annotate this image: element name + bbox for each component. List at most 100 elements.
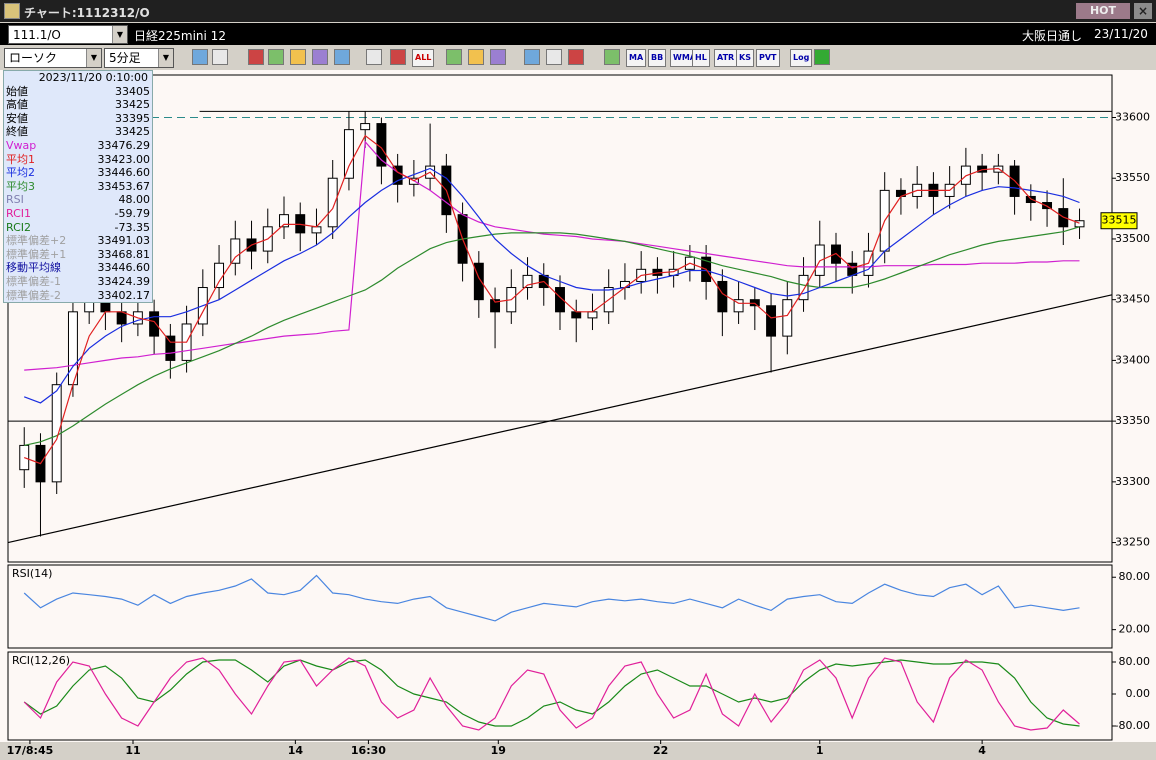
y-tick-label: 0.00 xyxy=(1126,687,1151,700)
candle-body xyxy=(733,299,744,313)
x-tick-label: 17/8:45 xyxy=(7,744,54,757)
candle-body xyxy=(295,214,306,234)
info-row: 移動平均線 33446.60 xyxy=(4,261,152,275)
toolbar-icon[interactable] xyxy=(546,49,562,65)
candle-body xyxy=(782,299,793,337)
info-row: 標準偏差+1 33468.81 xyxy=(4,248,152,262)
toolbar-icon[interactable] xyxy=(446,49,462,65)
toolbar-button[interactable]: ALL xyxy=(412,49,435,67)
toolbar-icon[interactable] xyxy=(248,49,264,65)
toolbar-button[interactable]: ATR xyxy=(714,49,738,67)
toolbar-icon[interactable] xyxy=(390,49,406,65)
info-value: -73.35 xyxy=(114,220,150,234)
interval: 5分足 xyxy=(109,51,141,65)
chart-area: 33250 33300 33350 33400 33450 33500 33550 33600… xyxy=(0,70,1156,760)
info-row: RCI1 -59.79 xyxy=(4,207,152,221)
candle-body xyxy=(149,311,160,337)
info-value: 33402.17 xyxy=(97,288,151,302)
toolbar-icon[interactable] xyxy=(604,49,620,65)
toolbar-icon[interactable] xyxy=(524,49,540,65)
time-axis-background xyxy=(0,742,1156,760)
toolbar-button[interactable]: MA xyxy=(626,49,647,67)
window-title: チャート:1112312/O xyxy=(24,6,150,20)
indicator-line xyxy=(23,657,1080,731)
title-bar: チャート:1112312/O HOT × xyxy=(0,0,1156,22)
toolbar-icon[interactable] xyxy=(212,49,228,65)
indicator-line xyxy=(23,659,1080,727)
toolbar-button[interactable]: Log xyxy=(790,49,813,67)
toolbar-button[interactable]: HL xyxy=(692,49,710,67)
info-label: RSI xyxy=(6,193,24,207)
info-value: 33405 xyxy=(115,84,150,98)
info-row: RCI2 -73.35 xyxy=(4,221,152,235)
candle-body xyxy=(571,311,582,319)
info-value: 33468.81 xyxy=(97,247,151,261)
info-value: 33453.67 xyxy=(97,179,151,193)
y-tick-label: 33350 xyxy=(1115,414,1150,427)
toolbar-icon[interactable] xyxy=(290,49,306,65)
close-button[interactable]: × xyxy=(1134,3,1152,19)
toolbar-icon[interactable] xyxy=(814,49,830,65)
x-tick-label: 11 xyxy=(125,744,140,757)
info-value: 33395 xyxy=(115,111,150,125)
x-tick-label: 4 xyxy=(978,744,986,757)
dropdown-arrow[interactable]: ▼ xyxy=(158,49,173,67)
toolbar-icon[interactable] xyxy=(568,49,584,65)
interval-select[interactable]: 5分足 ▼ xyxy=(104,48,174,68)
y-tick-label: 33250 xyxy=(1115,536,1150,549)
dropdown-arrow[interactable]: ▼ xyxy=(112,26,127,43)
info-row: 平均3 33453.67 xyxy=(4,180,152,194)
toolbar-icon[interactable] xyxy=(490,49,506,65)
candle-body xyxy=(717,280,728,313)
candle-body xyxy=(1074,220,1085,228)
toolbar-button[interactable]: PVT xyxy=(756,49,780,67)
x-tick-label: 19 xyxy=(491,744,506,757)
info-row: 終値 33425 xyxy=(4,125,152,139)
info-label: RCI1 xyxy=(6,206,32,220)
market-name: 大阪日通し xyxy=(1022,29,1083,43)
hot-button[interactable]: HOT xyxy=(1076,3,1130,19)
x-tick-label: 16:30 xyxy=(351,744,386,757)
toolbar-icon[interactable] xyxy=(312,49,328,65)
info-value: -59.79 xyxy=(114,206,150,220)
toolbar-button[interactable]: KS xyxy=(736,49,754,67)
symbol-input[interactable]: 111.1/O ▼ xyxy=(8,25,128,44)
toolbar-icon[interactable] xyxy=(468,49,484,65)
indicator-line xyxy=(24,140,1080,371)
symbol-bar: 111.1/O ▼ 日経225mini 12 大阪日通し 23/11/20 xyxy=(0,23,1156,45)
candle-body xyxy=(473,262,484,301)
toolbar-icon[interactable] xyxy=(268,49,284,65)
dropdown-arrow[interactable]: ▼ xyxy=(86,49,101,67)
candle-body xyxy=(490,299,501,313)
indicator-line xyxy=(23,574,1080,622)
info-value: 33476.29 xyxy=(97,138,151,152)
symbol: 111.1/O xyxy=(13,28,61,42)
info-label: Vwap xyxy=(6,138,37,152)
toolbar-button[interactable]: BB xyxy=(648,49,667,67)
x-tick-label: 14 xyxy=(288,744,304,757)
chart-type-select[interactable]: ローソク ▼ xyxy=(4,48,102,68)
trend-line xyxy=(7,294,1113,544)
info-value: 33446.60 xyxy=(97,166,151,180)
indicator-line xyxy=(23,134,1080,465)
toolbar-icon[interactable] xyxy=(366,49,382,65)
y-tick-label: 33300 xyxy=(1115,475,1150,488)
candle-body xyxy=(279,214,289,228)
info-panel: 2023/11/20 0:10:00 始値 33405 高値 33425 安値 33395… xyxy=(3,70,153,303)
info-label: 移動平均線 xyxy=(6,261,61,275)
info-label: 始値 xyxy=(6,84,28,98)
toolbar-icon[interactable] xyxy=(192,49,208,65)
x-tick-label: 1 xyxy=(816,744,824,757)
info-label: 平均1 xyxy=(6,152,35,166)
app-icon xyxy=(4,3,20,19)
info-label: 終値 xyxy=(6,125,28,139)
toolbar-icon[interactable] xyxy=(334,49,350,65)
candle-body xyxy=(555,287,565,313)
info-datetime: 2023/11/20 0:10:00 xyxy=(38,71,148,84)
y-tick-label: -80.00 xyxy=(1115,719,1150,732)
info-value: 33491.03 xyxy=(97,234,151,248)
last-price-label: 33515 xyxy=(1102,214,1137,227)
candle-body xyxy=(766,305,777,337)
info-row: 標準偏差+2 33491.03 xyxy=(4,234,152,248)
